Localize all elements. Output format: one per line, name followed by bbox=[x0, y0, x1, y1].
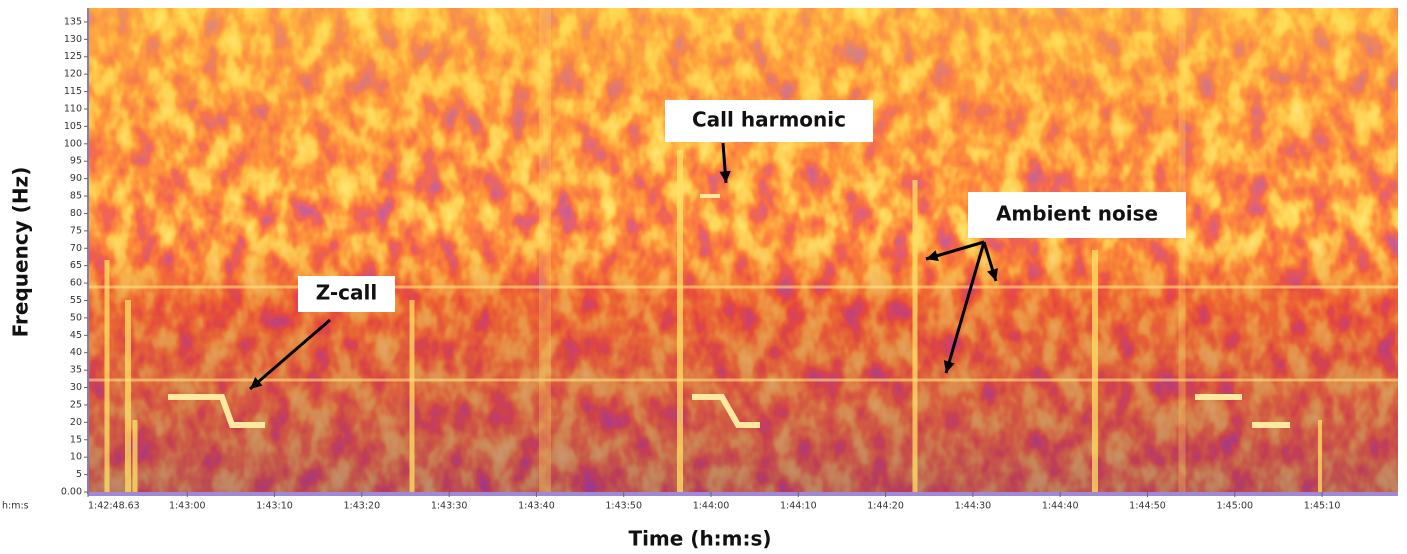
y-tick-label: 55 bbox=[70, 295, 82, 306]
transient-stripes bbox=[104, 8, 1322, 492]
y-tick-label: 60 bbox=[70, 278, 82, 289]
x-tick-label: 1:44:30 bbox=[955, 501, 992, 512]
x-tick-label: 1:43:00 bbox=[169, 501, 206, 512]
x-tick-label: 1:44:20 bbox=[867, 501, 904, 512]
y-tick-label: 65 bbox=[70, 260, 82, 271]
y-tick-label: 110 bbox=[64, 103, 82, 114]
y-tick-label: 0.00 bbox=[61, 487, 82, 498]
x-tick-label: 1:45:00 bbox=[1216, 501, 1253, 512]
y-tick-label: 115 bbox=[64, 86, 82, 97]
y-tick-label: 120 bbox=[64, 69, 82, 80]
y-tick-label: 130 bbox=[64, 34, 82, 45]
x-tick-label: 1:43:50 bbox=[605, 501, 642, 512]
x-tick-label: 1:43:20 bbox=[344, 501, 381, 512]
x-tick-label: 1:44:00 bbox=[693, 501, 730, 512]
y-tick-label: 70 bbox=[70, 243, 82, 254]
annotation: Ambient noise bbox=[996, 202, 1158, 226]
y-tick-label: 20 bbox=[70, 417, 82, 428]
x-tick-label: 1:45:10 bbox=[1304, 501, 1341, 512]
x-unit-label: h:m:s bbox=[2, 501, 29, 512]
annotation-arrow bbox=[944, 241, 986, 374]
y-tick-label: 50 bbox=[70, 312, 82, 323]
annotation: Call harmonic bbox=[692, 108, 846, 132]
annotation-box bbox=[298, 276, 395, 312]
y-tick-label: 95 bbox=[70, 156, 82, 167]
x-axis-label: Time (h:m:s) bbox=[628, 527, 771, 551]
y-axis-label: Frequency (Hz) bbox=[9, 167, 33, 338]
y-tick-label: 125 bbox=[64, 51, 82, 62]
annotation-arrow bbox=[249, 318, 331, 391]
y-tick-label: 40 bbox=[70, 347, 82, 358]
spectrogram bbox=[88, 8, 1398, 492]
y-tick-label: 85 bbox=[70, 191, 82, 202]
y-tick-label: 35 bbox=[70, 365, 82, 376]
x-tick-label: 1:43:40 bbox=[518, 501, 555, 512]
arrow-head bbox=[719, 170, 731, 183]
y-tick-label: 80 bbox=[70, 208, 82, 219]
annotation-box bbox=[968, 192, 1186, 238]
x-tick-label: 1:42:48.63 bbox=[88, 501, 140, 512]
call-traces bbox=[168, 194, 1290, 428]
arrow-head bbox=[926, 250, 939, 262]
annotation: Z-call bbox=[316, 281, 378, 305]
x-tick-label: 1:44:50 bbox=[1129, 501, 1166, 512]
x-tick-label: 1:43:10 bbox=[256, 501, 293, 512]
arrow-head bbox=[250, 377, 263, 389]
y-tick-label: 10 bbox=[70, 452, 82, 463]
y-tick-label: 90 bbox=[70, 173, 82, 184]
y-tick-label: 25 bbox=[70, 399, 82, 410]
y-tick-label: 45 bbox=[70, 330, 82, 341]
spectrogram-shade bbox=[88, 8, 1398, 492]
y-tick-label: 105 bbox=[64, 121, 82, 132]
x-tick-label: 1:44:40 bbox=[1042, 501, 1079, 512]
x-tick-label: 1:44:10 bbox=[780, 501, 817, 512]
arrow-head bbox=[987, 268, 998, 281]
annotation-box bbox=[665, 100, 873, 142]
y-tick-label: 5 bbox=[76, 469, 82, 480]
y-tick-label: 15 bbox=[70, 434, 82, 445]
x-tick-label: 1:43:30 bbox=[431, 501, 468, 512]
arrow-head bbox=[943, 360, 955, 373]
y-tick-label: 100 bbox=[64, 138, 82, 149]
y-tick-label: 30 bbox=[70, 382, 82, 393]
y-tick-label: 75 bbox=[70, 225, 82, 236]
y-tick-label: 135 bbox=[64, 16, 82, 27]
